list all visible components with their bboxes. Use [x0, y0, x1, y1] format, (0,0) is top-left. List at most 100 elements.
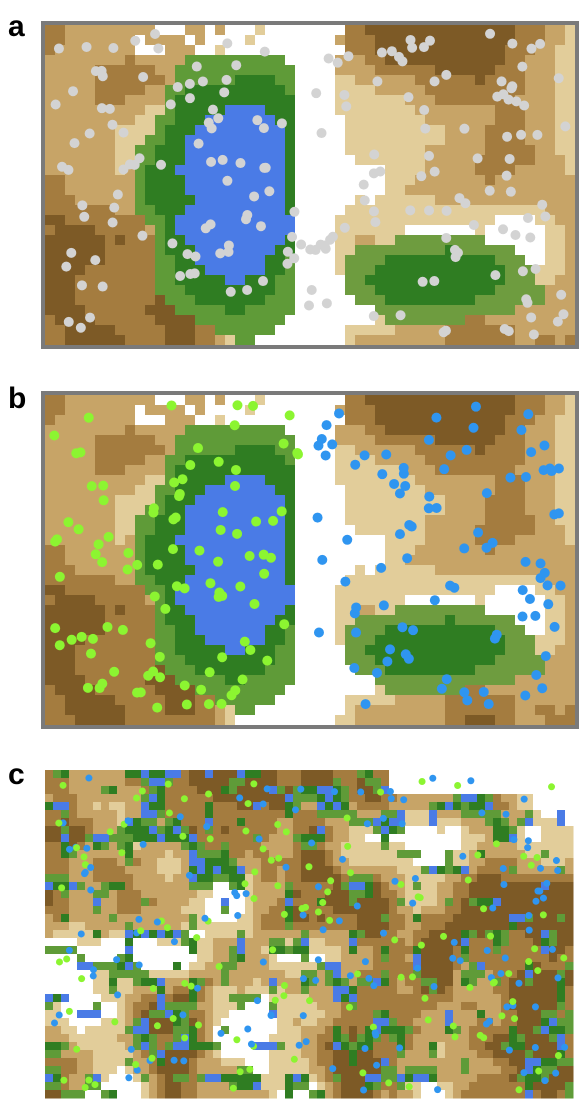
terrain-cell [145, 125, 156, 136]
terrain-cell [255, 495, 266, 506]
terrain-cell [125, 225, 136, 236]
terrain-cell [305, 45, 316, 56]
terrain-cell [175, 665, 186, 676]
terrain-cell [45, 275, 56, 286]
terrain-cell [445, 545, 456, 556]
terrain-cell [429, 810, 438, 819]
terrain-cell [365, 770, 374, 779]
sample-dot [85, 313, 95, 323]
sample-dot [146, 638, 156, 648]
terrain-cell [345, 715, 356, 726]
terrain-cell [65, 65, 76, 76]
terrain-cell [397, 826, 406, 835]
terrain-cell [365, 842, 374, 851]
terrain-cell [455, 55, 466, 66]
sample-dot [532, 130, 542, 140]
terrain-cell [445, 405, 456, 416]
terrain-cell [341, 786, 350, 795]
terrain-cell [145, 575, 156, 586]
terrain-cell [385, 555, 396, 566]
terrain-cell [305, 685, 316, 696]
terrain-cell [345, 235, 356, 246]
terrain-cell [125, 535, 136, 546]
sample-dot [266, 553, 276, 563]
terrain-cell [435, 125, 446, 136]
terrain-cell [557, 890, 566, 899]
terrain-cell [461, 826, 470, 835]
terrain-cell [541, 770, 550, 779]
terrain-cell [365, 95, 376, 106]
sample-dot [102, 622, 112, 632]
terrain-cell [205, 295, 216, 306]
terrain-cell [557, 874, 566, 883]
terrain-cell [115, 615, 126, 626]
terrain-cell [517, 818, 526, 827]
terrain-cell [365, 866, 374, 875]
terrain-cell [53, 834, 62, 843]
terrain-cell [365, 495, 376, 506]
terrain-cell [155, 205, 166, 216]
terrain-cell [269, 778, 278, 787]
terrain-cell [445, 770, 454, 779]
terrain-cell [165, 25, 176, 36]
sample-dot [132, 560, 142, 570]
terrain-cell [141, 882, 150, 891]
terrain-cell [461, 810, 470, 819]
terrain-cell [125, 826, 134, 835]
terrain-cell [315, 255, 326, 266]
terrain-cell [101, 874, 110, 883]
terrain-cell [445, 55, 456, 66]
terrain-cell [215, 235, 226, 246]
terrain-cell [505, 65, 516, 76]
terrain-cell [295, 595, 306, 606]
terrain-cell [345, 565, 356, 576]
terrain-cell [265, 325, 276, 336]
sample-dot [86, 649, 96, 659]
terrain-cell [375, 485, 386, 496]
terrain-cell [285, 535, 296, 546]
terrain-cell [145, 655, 156, 666]
terrain-cell [175, 225, 186, 236]
terrain-cell [205, 395, 216, 406]
terrain-cell [545, 165, 556, 176]
terrain-cell [545, 635, 556, 646]
terrain-cell [455, 95, 466, 106]
terrain-cell [445, 155, 456, 166]
terrain-cell [325, 575, 336, 586]
terrain-cell [455, 415, 466, 426]
terrain-cell [265, 55, 276, 66]
sample-dot [333, 58, 343, 68]
sample-dot [526, 312, 536, 322]
terrain-cell [385, 515, 396, 526]
terrain-cell [145, 395, 156, 406]
terrain-cell [435, 45, 446, 56]
terrain-cell [277, 890, 286, 899]
terrain-cell [541, 858, 550, 867]
terrain-cell [389, 834, 398, 843]
sample-dot [268, 516, 278, 526]
terrain-cell [197, 858, 206, 867]
sample-dot [75, 447, 85, 457]
terrain-cell [365, 525, 376, 536]
terrain-cell [149, 794, 158, 803]
terrain-cell [205, 335, 216, 346]
terrain-cell [225, 675, 236, 686]
terrain-cell [109, 890, 118, 899]
terrain-cell [197, 898, 206, 907]
sample-dot [99, 495, 109, 505]
terrain-cell [357, 778, 366, 787]
terrain-cell [85, 235, 96, 246]
terrain-cell [255, 305, 266, 316]
terrain-cell [395, 165, 406, 176]
terrain-cell [155, 425, 166, 436]
terrain-cell [505, 645, 516, 656]
terrain-cell [395, 135, 406, 146]
terrain-cell [525, 175, 536, 186]
terrain-cell [429, 842, 438, 851]
terrain-cell [295, 555, 306, 566]
terrain-cell [255, 245, 266, 256]
terrain-cell [495, 665, 506, 676]
terrain-cell [495, 545, 506, 556]
terrain-cell [405, 818, 414, 827]
terrain-cell [413, 834, 422, 843]
